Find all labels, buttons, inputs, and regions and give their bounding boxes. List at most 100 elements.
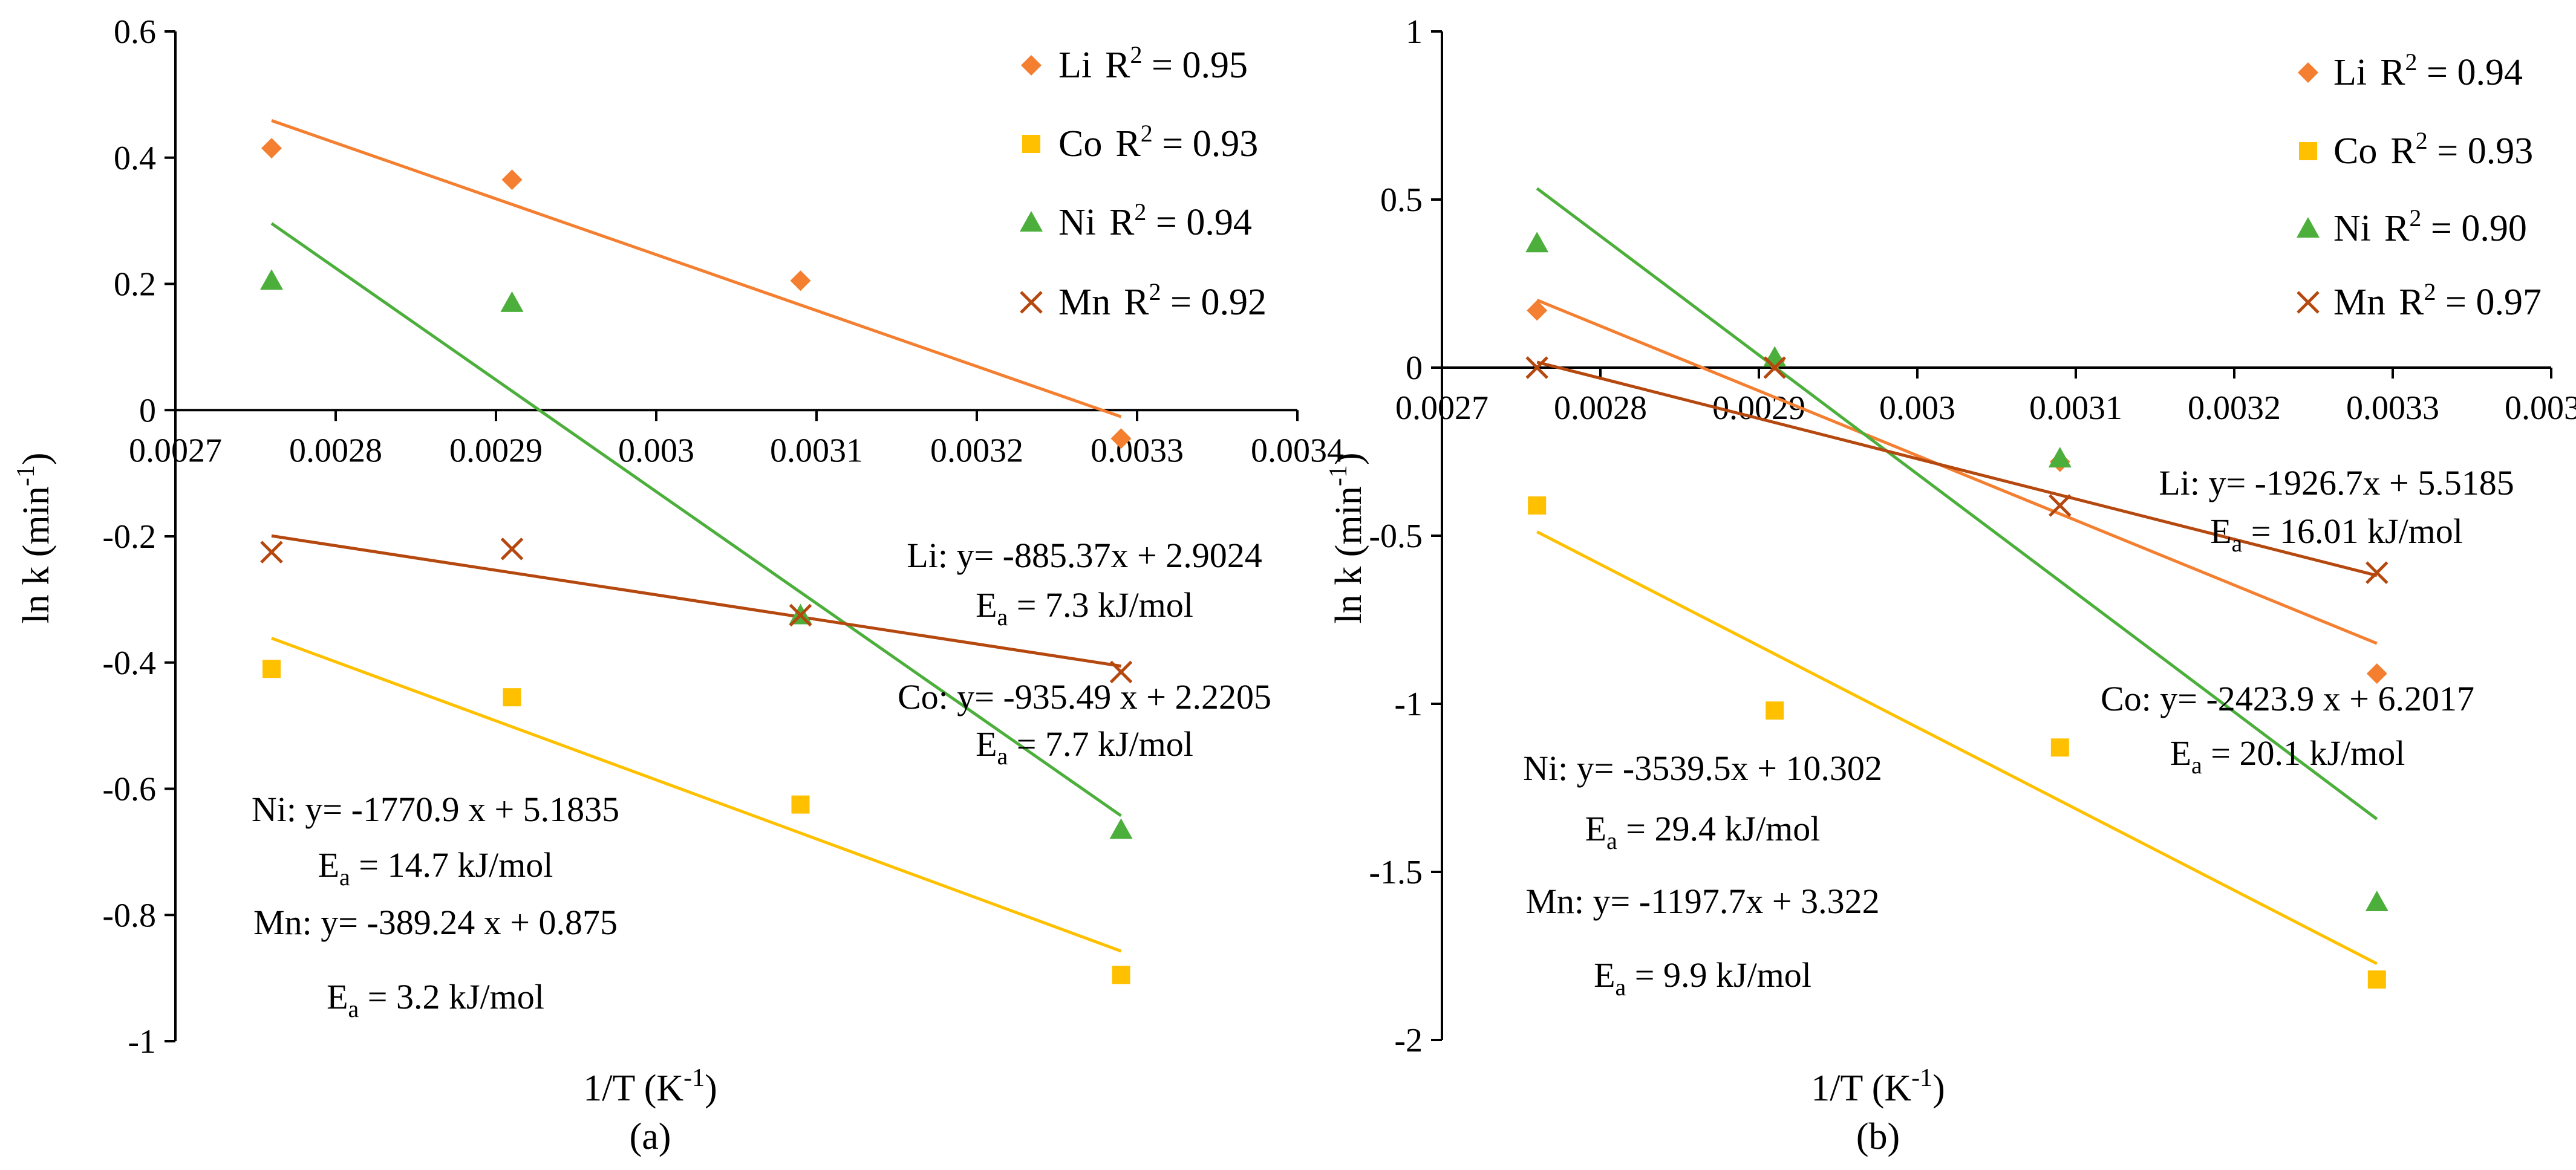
a-y-tick-label: 0.6 [114, 13, 156, 51]
a-point-mn [260, 541, 283, 564]
a-x-tick-label: 0.0032 [930, 432, 1023, 469]
b-x-tick-label: 0.0031 [2029, 389, 2122, 427]
a-trendline-li [271, 119, 1122, 418]
b-point-mn [1525, 356, 1548, 379]
b-x-axis-title: 1/T (K-1) [1811, 1064, 1945, 1109]
a-y-tick-label: -0.4 [102, 645, 156, 682]
legend-marker-li [2298, 62, 2318, 83]
b-legend-co-name: Co [2333, 131, 2377, 172]
b-trendline-mn [1536, 360, 2378, 577]
a-legend-item-co: Co R2 = 0.93 [1022, 120, 1258, 164]
legend-marker-co [2299, 142, 2317, 160]
b-legend-item-co: Co R2 = 0.93 [2299, 127, 2533, 172]
a-x-tick-label: 0.0031 [770, 432, 863, 469]
b-legend-ni-r2: 0.90 [2461, 208, 2527, 249]
b-legend-item-ni: Ni R2 = 0.90 [2297, 204, 2527, 249]
b-point-li [2366, 663, 2387, 684]
a-legend-mn-name: Mn [1058, 282, 1110, 323]
a-legend: Li R2 = 0.95 Co R2 = 0.93 Ni R2 = 0.94 Mn R2… [1020, 41, 1267, 323]
b-eq-mn: Mn: y= -1197.7x + 3.322 [1525, 882, 1879, 921]
b-ea-co: Ea = 20.1 kJ/mol [2170, 733, 2405, 779]
b-trendline-ni [1536, 187, 2378, 821]
b-ea-ni: Ea = 29.4 kJ/mol [1585, 809, 1821, 854]
a-point-co [1112, 966, 1130, 984]
a-eq-ni: Ni: y= -1770.9 x + 5.1835 [252, 790, 619, 829]
legend-marker-mn [1020, 291, 1043, 314]
a-x-tick-label: 0.0027 [129, 432, 222, 469]
b-point-ni [2365, 891, 2389, 912]
panel-b: -2 -1.5 -1 -0.5 0 0.5 1 0.0027 0.0028 0.0029 0.003… [1325, 13, 2576, 1157]
a-legend-co-r2: 0.93 [1193, 123, 1259, 164]
a-axes: -1 -0.8 -0.6 -0.4 -0.2 0 0.2 0.4 0.6 0.0027 0.0028… [102, 13, 1344, 1061]
a-y-tick-label: -1 [128, 1023, 156, 1061]
b-point-co [2367, 970, 2386, 989]
a-x-tick-label: 0.0034 [1251, 432, 1344, 469]
b-trendline-co [1536, 530, 2378, 965]
a-y-tick-label: -0.2 [102, 518, 156, 556]
b-panel-caption: (b) [1856, 1116, 1900, 1157]
a-trendline-mn [271, 534, 1121, 668]
b-legend-mn-name: Mn [2333, 282, 2385, 323]
b-legend-ni-name: Ni [2333, 208, 2371, 249]
b-eq-li: Li: y= -1926.7x + 5.5185 [2159, 463, 2514, 502]
a-legend-mn-r2: 0.92 [1201, 282, 1267, 323]
b-point-ni [1763, 346, 1787, 367]
a-legend-li-name: Li [1058, 45, 1092, 86]
b-point-ni [1525, 232, 1549, 253]
b-x-tick-label: 0.0032 [2188, 389, 2281, 427]
a-eq-li: Li: y= -885.37x + 2.9024 [907, 536, 1262, 575]
b-annotations: Li: y= -1926.7x + 5.5185 Ea = 16.01 kJ/m… [1523, 463, 2514, 1001]
a-point-ni [260, 269, 283, 290]
b-data-points [1525, 232, 2389, 989]
legend-marker-mn [2297, 291, 2320, 314]
a-point-li [790, 270, 811, 291]
b-x-tick-label: 0.0033 [2346, 389, 2439, 427]
b-legend-mn-r2: 0.97 [2476, 282, 2542, 323]
b-x-tick-label: 0.0034 [2505, 389, 2576, 427]
a-ea-co: Ea = 7.7 kJ/mol [976, 724, 1193, 770]
a-point-mn [1109, 660, 1133, 684]
b-ea-mn: Ea = 9.9 kJ/mol [1594, 955, 1811, 1001]
b-y-tick-label: 1 [1406, 13, 1423, 51]
a-x-axis-title: 1/T (K-1) [583, 1064, 717, 1109]
b-eq-co: Co: y= -2423.9 x + 6.2017 [2101, 679, 2474, 718]
a-y-axis-title: ln k (min-1) [12, 453, 57, 624]
b-point-li [1527, 300, 1548, 321]
a-trendlines [270, 119, 1122, 953]
b-point-ni [2048, 447, 2072, 468]
b-trendline-li [1536, 299, 2378, 645]
panel-a: -1 -0.8 -0.6 -0.4 -0.2 0 0.2 0.4 0.6 0.0027 0.0028… [12, 13, 1344, 1157]
a-point-co [791, 795, 810, 814]
a-data-points [260, 138, 1133, 984]
b-y-tick-label: 0 [1406, 349, 1423, 387]
a-point-mn [789, 603, 812, 627]
a-ea-ni: Ea = 14.7 kJ/mol [318, 845, 553, 891]
a-eq-co: Co: y= -935.49 x + 2.2205 [898, 677, 1271, 717]
b-x-tick-label: 0.0027 [1395, 389, 1489, 427]
b-point-co [1766, 701, 1784, 720]
a-legend-item-mn: Mn R2 = 0.92 [1020, 278, 1267, 323]
a-ea-li: Ea = 7.3 kJ/mol [976, 585, 1193, 631]
a-point-li [1110, 428, 1132, 449]
b-legend-item-mn: Mn R2 = 0.97 [2297, 278, 2542, 323]
a-point-mn [500, 538, 524, 561]
a-point-li [501, 169, 523, 190]
a-legend-item-ni: Ni R2 = 0.94 [1020, 198, 1252, 243]
a-annotations: Li: y= -885.37x + 2.9024 Ea = 7.3 kJ/mol… [252, 536, 1271, 1022]
b-x-tick-label: 0.003 [1879, 389, 1955, 427]
legend-marker-co [1022, 135, 1040, 153]
a-legend-ni-r2: 0.94 [1186, 202, 1252, 243]
a-eq-mn: Mn: y= -389.24 x + 0.875 [253, 903, 618, 942]
b-x-tick-label: 0.0028 [1554, 389, 1647, 427]
a-y-tick-label: -0.6 [102, 771, 156, 808]
a-y-tick-label: 0 [139, 392, 156, 429]
b-point-mn [2366, 561, 2389, 584]
b-legend-co-r2: 0.93 [2468, 131, 2534, 172]
